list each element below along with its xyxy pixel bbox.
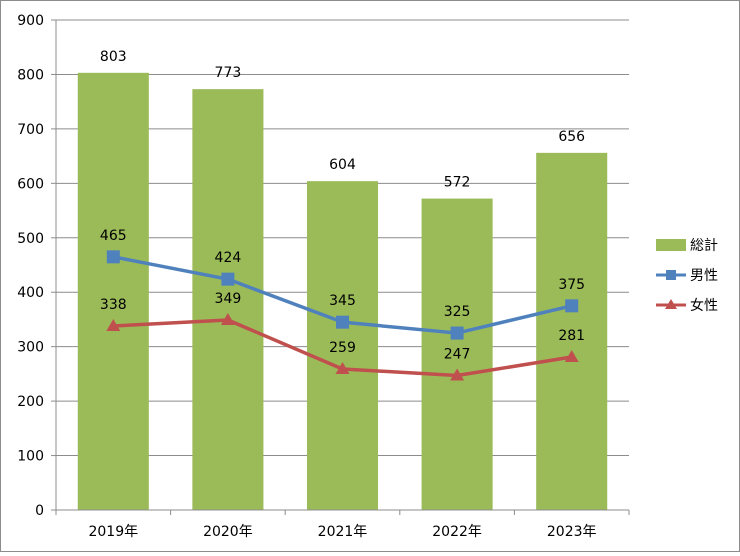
point-triangle <box>450 368 465 381</box>
legend-swatch-bar <box>656 239 686 251</box>
x-tick-label: 2021年 <box>318 524 368 540</box>
bar-data-label: 656 <box>558 129 585 145</box>
bar-data-label: 572 <box>444 175 471 191</box>
point-square <box>336 315 349 329</box>
line-data-label: 349 <box>215 291 242 307</box>
point-triangle <box>106 318 121 331</box>
x-tick-label: 2023年 <box>547 524 597 540</box>
y-tick-label: 800 <box>17 67 44 83</box>
bar-3 <box>421 198 493 511</box>
y-tick-label: 100 <box>17 449 44 465</box>
line-series <box>106 250 579 381</box>
legend-marker-triangle <box>665 299 677 309</box>
line-data-label: 345 <box>329 293 356 309</box>
line-data-label: 325 <box>444 304 471 320</box>
legend-label: 男性 <box>690 268 718 284</box>
x-tick-label: 2022年 <box>432 524 482 540</box>
y-tick-label: 200 <box>17 394 44 410</box>
bar-0 <box>77 72 149 511</box>
bar-1 <box>192 89 264 511</box>
y-tick-label: 600 <box>17 176 44 192</box>
y-tick-label: 500 <box>17 231 44 247</box>
bar-2 <box>306 181 379 510</box>
line-data-label: 375 <box>558 277 585 293</box>
bar-data-label: 803 <box>100 49 127 65</box>
legend-label: 総計 <box>690 238 718 254</box>
point-triangle <box>564 350 579 363</box>
x-tick-label: 2019年 <box>88 524 138 540</box>
line-data-label: 465 <box>100 228 127 244</box>
tick-labels: 0 100 200 300 400 500 600 700 800 900 2019年 2020年 20… <box>17 13 596 540</box>
x-tick-label: 2020年 <box>203 524 253 540</box>
line-data-label: 247 <box>444 347 471 363</box>
point-square <box>450 326 464 340</box>
bar-data-label: 773 <box>215 65 242 81</box>
bar-data-label: 604 <box>329 157 356 173</box>
legend-marker-square <box>666 270 676 280</box>
bar-series-total <box>77 72 608 511</box>
y-tick-label: 300 <box>17 340 44 356</box>
y-tick-label: 700 <box>17 122 44 138</box>
y-tick-label: 900 <box>17 13 44 29</box>
point-square <box>106 250 120 264</box>
point-square <box>565 299 579 313</box>
point-triangle <box>220 312 235 325</box>
bar-4 <box>536 152 608 510</box>
line-data-label: 338 <box>100 297 127 313</box>
y-tick-label: 0 <box>35 503 44 519</box>
legend-label: 女性 <box>690 297 718 314</box>
line-data-label: 281 <box>558 328 585 344</box>
line-data-label: 259 <box>329 340 356 356</box>
y-tick-label: 400 <box>17 285 44 301</box>
point-triangle <box>335 361 350 374</box>
point-square <box>221 272 235 286</box>
axes <box>51 19 630 515</box>
data-labels: 803 773 604 572 656 465 424 345 325 375 338 349 259 2… <box>100 49 585 363</box>
line-data-label: 424 <box>215 250 242 266</box>
